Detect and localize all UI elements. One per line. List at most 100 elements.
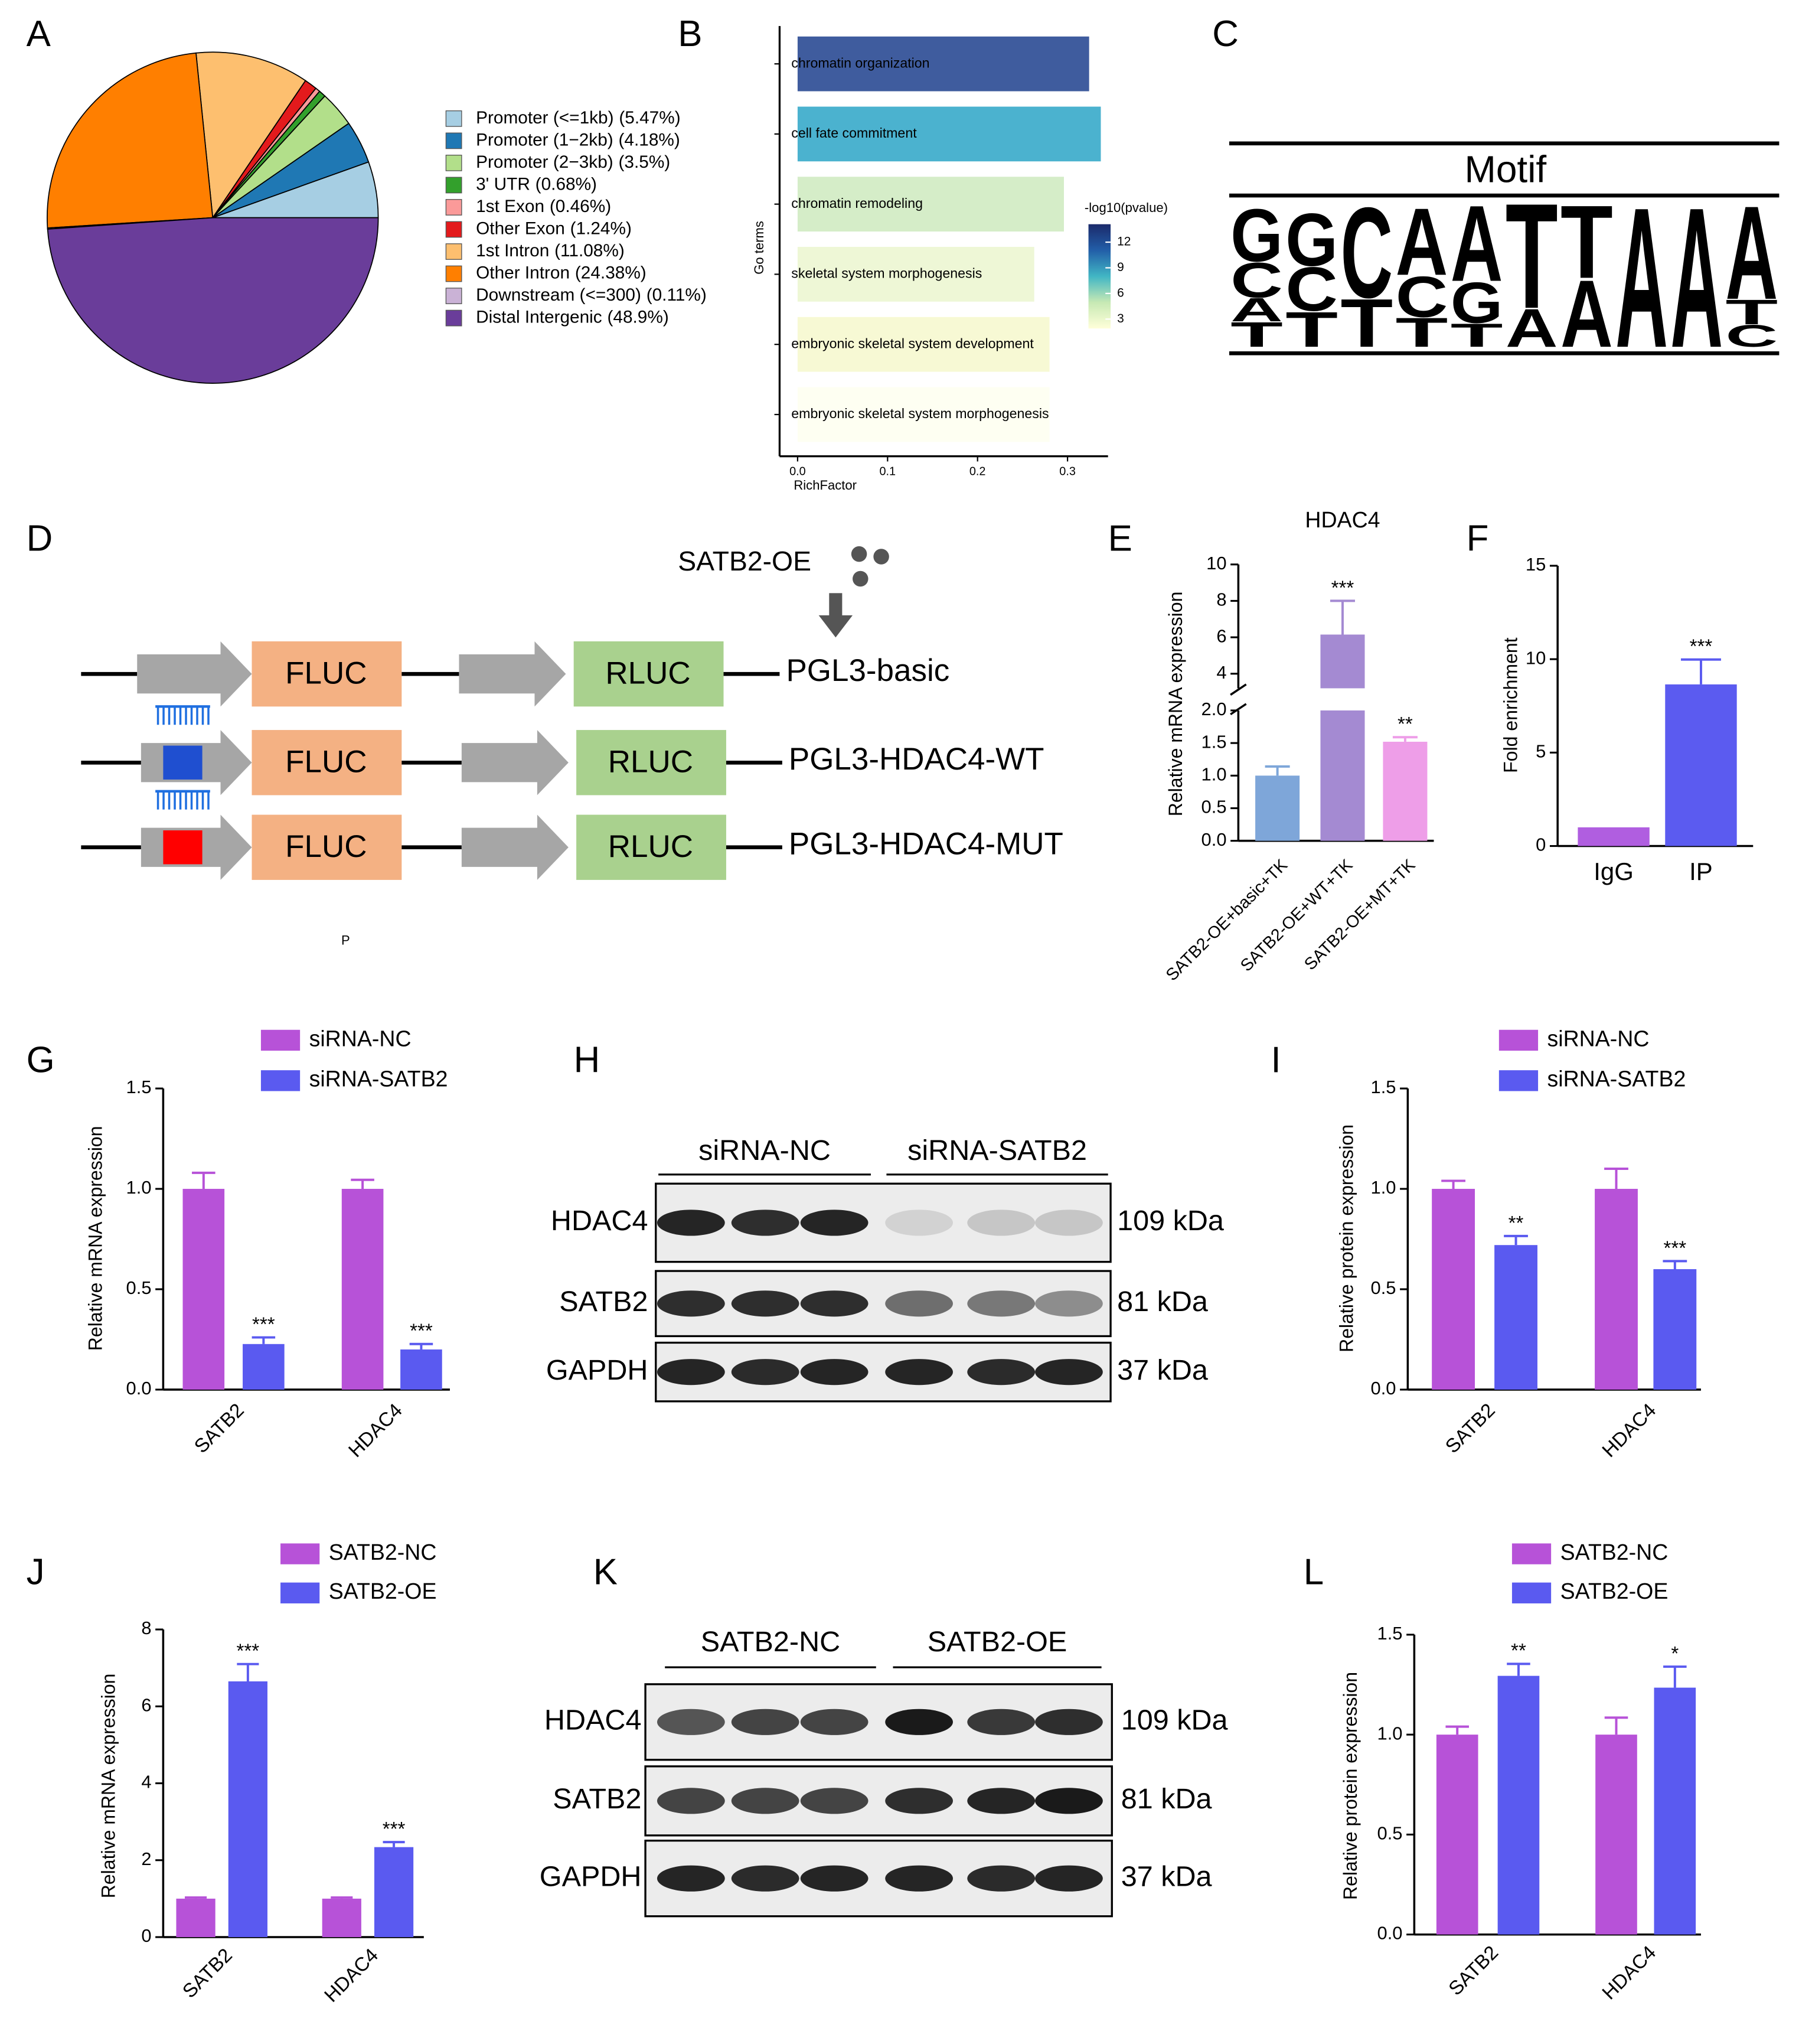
colorbar-tick-label: 9 [1117,260,1124,274]
x-tick-label: HDAC4 [1598,1400,1660,1462]
band [967,1210,1036,1236]
bar [322,1898,361,1938]
y-tick-label: 0.0 [1201,829,1227,850]
control-box [576,814,726,880]
y-axis-label: Relative mRNA expression [1165,592,1186,817]
reporter-label: FLUC [285,829,367,864]
category-label: embryonic skeletal system morphogenesis [791,406,1049,421]
motif-letter: T [1451,317,1503,354]
y-tick-label: 0.5 [1377,1823,1403,1844]
legend-label: 1st Intron (11.08%) [476,241,625,260]
motif-letter: T [1506,172,1558,340]
legend-label: SATB2-NC [1560,1540,1669,1564]
pie-slice [47,217,379,384]
size-label: 81 kDa [1121,1783,1212,1815]
x-tick-label: HDAC4 [344,1400,406,1462]
motif-letter: A [1670,167,1723,389]
y-axis-label: Relative protein expression [1336,1124,1357,1352]
protein-label: HDAC4 [544,1704,642,1736]
motif-letter: C [1340,181,1393,325]
legend-swatch [260,1029,301,1051]
bar [1653,1269,1697,1390]
legend-swatch [445,288,462,304]
significance: ** [1511,1640,1526,1662]
y-tick-label: 2 [141,1849,151,1869]
motif-letter: T [1725,292,1778,332]
bar [797,247,1034,302]
category-label: chromatin remodeling [791,195,923,211]
construct-name: PGL3-HDAC4-WT [789,742,1044,777]
promoter-arrow [461,814,569,880]
y-axis-label: Relative protein expression [1340,1672,1361,1900]
band [800,1788,869,1814]
motif-letter: A [1560,261,1613,368]
y-axis-label: Relative mRNA expression [84,1126,106,1351]
size-label: 37 kDa [1117,1354,1208,1386]
y-tick-label: 1.0 [126,1177,152,1198]
y-tick-label: 0 [1536,834,1546,855]
group-label: SATB2-NC [701,1626,840,1658]
legend-category: Other Exon [476,219,565,238]
x-tick-label: IP [1689,858,1713,885]
x-tick-label: SATB2-OE+basic+TK [1163,856,1291,984]
panel-label: A [27,14,51,54]
colorbar-tick-label: 12 [1117,235,1131,249]
category-label: embryonic skeletal system development [791,335,1034,351]
bar [1595,1735,1637,1935]
panel-label: C [1212,14,1239,54]
x-tick-label: IgG [1594,858,1634,885]
significance: *** [1690,636,1713,658]
category-label: cell fate commitment [791,125,917,141]
bar [1383,741,1428,841]
band [731,1210,799,1236]
bar [341,1189,384,1390]
legend-label: Promoter (<=1kb) (5.47%) [476,108,681,128]
legend-label: Promoter (1−2kb) (4.18%) [476,130,680,149]
down-arrow-head [818,615,853,638]
promoter-arrow [137,641,252,707]
motif-letter: T [1560,184,1613,300]
legend-category: Promoter (1−2kb) [476,130,613,149]
y-tick-label: 5 [1536,741,1546,761]
legend-label: Distal Intergenic (48.9%) [476,307,669,327]
colorbar [1088,224,1111,329]
legend-swatch [280,1582,320,1603]
motif-letter: C [1285,255,1338,324]
protein-label: GAPDH [540,1861,642,1893]
group-label: siRNA-SATB2 [907,1135,1087,1166]
x-tick-label: SATB2 [178,1944,237,2003]
band [657,1290,725,1317]
chart-title: HDAC4 [1305,507,1380,532]
legend-swatch [1498,1029,1539,1051]
panel-label: L [1304,1552,1324,1593]
category-label: skeletal system morphogenesis [791,266,982,281]
legend-label: SATB2-OE [329,1579,437,1603]
motif-letter: T [1285,302,1338,358]
legend-category: Other Intron [476,263,570,282]
legend-category: Distal Intergenic [476,307,602,327]
legend-label: SATB2-OE [1560,1579,1669,1603]
control-box [573,641,724,707]
binding-site [163,830,203,865]
dot [873,549,889,565]
control-box [576,730,726,796]
legend-category: 3' UTR [476,174,530,194]
significance: *** [237,1641,260,1662]
band [885,1865,953,1892]
group-label: SATB2-OE [928,1626,1067,1658]
legend-swatch [445,265,462,282]
size-label: 109 kDa [1117,1205,1224,1237]
binding-site [163,745,203,780]
legend-category: Promoter (2−3kb) [476,152,613,172]
motif-letter: T [1340,285,1393,362]
band [967,1865,1036,1892]
size-label: 37 kDa [1121,1861,1212,1893]
legend-label: Downstream (<=300) (0.11%) [476,285,707,305]
dot [851,546,867,562]
band [967,1359,1036,1386]
band [731,1290,799,1317]
legend-category: Downstream (<=300) [476,285,641,305]
motif-letter: C [1396,264,1448,330]
axis-break [1230,703,1247,716]
